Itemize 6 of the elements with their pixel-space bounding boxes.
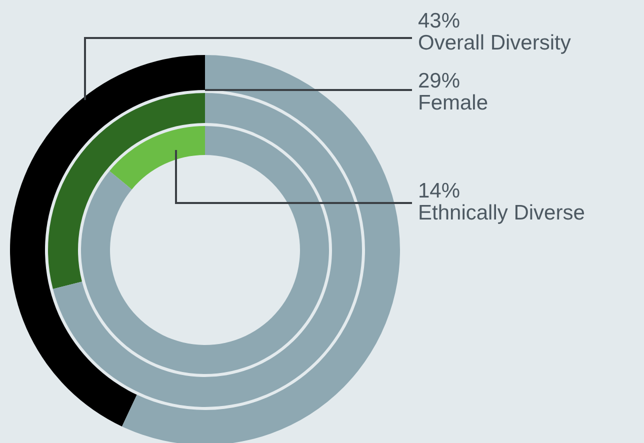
data-label: 29% bbox=[418, 70, 460, 92]
slice-label: Ethnically Diverse bbox=[418, 202, 585, 224]
data-label: 43% bbox=[418, 10, 460, 32]
slice-label: Overall Diversity bbox=[418, 32, 572, 54]
slice-label: Female bbox=[418, 92, 488, 114]
data-label: 14% bbox=[418, 180, 460, 202]
